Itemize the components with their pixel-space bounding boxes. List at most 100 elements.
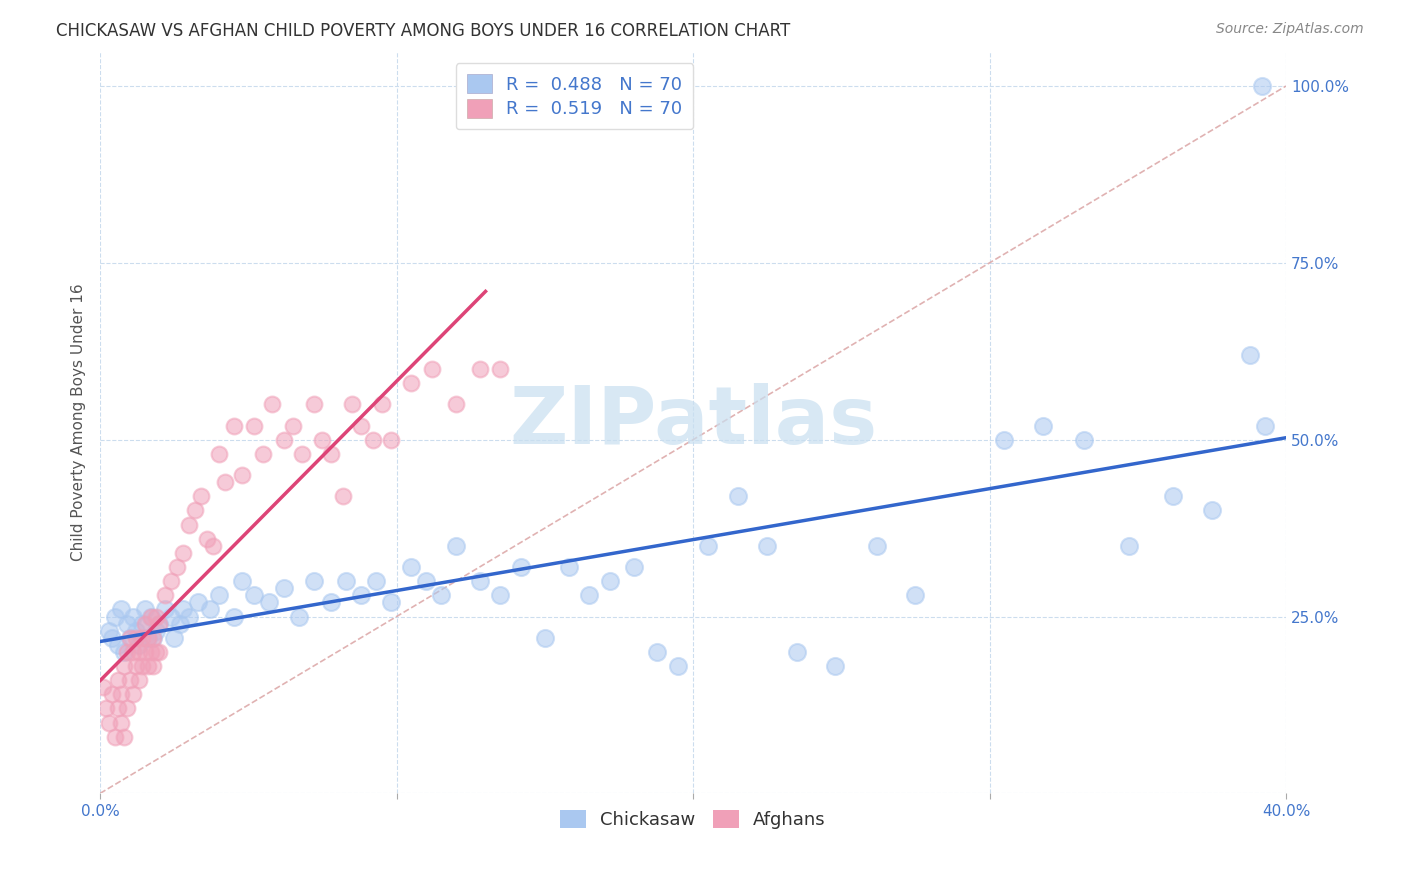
Point — [350, 588, 373, 602]
Point — [401, 560, 423, 574]
Text: CHICKASAW VS AFGHAN CHILD POVERTY AMONG BOYS UNDER 16 CORRELATION CHART: CHICKASAW VS AFGHAN CHILD POVERTY AMONG … — [56, 22, 790, 40]
Point — [139, 609, 162, 624]
Point — [115, 616, 138, 631]
Point — [155, 588, 177, 602]
Point — [222, 609, 245, 624]
Point — [786, 645, 808, 659]
Point — [243, 418, 266, 433]
Point — [214, 475, 236, 490]
Point — [169, 616, 191, 631]
Point — [184, 503, 207, 517]
Point — [160, 609, 183, 624]
Point — [252, 447, 274, 461]
Point — [139, 609, 162, 624]
Point — [190, 489, 212, 503]
Point — [148, 616, 170, 631]
Point — [273, 433, 295, 447]
Point — [533, 631, 555, 645]
Point — [243, 588, 266, 602]
Point — [993, 433, 1015, 447]
Point — [118, 631, 141, 645]
Point — [1254, 418, 1277, 433]
Text: Source: ZipAtlas.com: Source: ZipAtlas.com — [1216, 22, 1364, 37]
Point — [128, 638, 150, 652]
Point — [121, 645, 143, 659]
Point — [1161, 489, 1184, 503]
Point — [1073, 433, 1095, 447]
Point — [489, 588, 512, 602]
Point — [145, 645, 167, 659]
Point — [257, 595, 280, 609]
Point — [198, 602, 221, 616]
Point — [302, 574, 325, 589]
Point — [623, 560, 645, 574]
Point — [696, 539, 718, 553]
Point — [291, 447, 314, 461]
Point — [430, 588, 453, 602]
Point — [340, 397, 363, 411]
Point — [222, 418, 245, 433]
Point — [824, 659, 846, 673]
Point — [302, 397, 325, 411]
Point — [177, 609, 200, 624]
Point — [578, 588, 600, 602]
Point — [142, 659, 165, 673]
Point — [281, 418, 304, 433]
Point — [1251, 78, 1274, 93]
Point — [177, 517, 200, 532]
Point — [110, 687, 132, 701]
Point — [131, 659, 153, 673]
Point — [231, 468, 253, 483]
Point — [321, 447, 343, 461]
Point — [350, 418, 373, 433]
Point — [231, 574, 253, 589]
Point — [125, 624, 148, 638]
Point — [110, 715, 132, 730]
Point — [125, 631, 148, 645]
Point — [195, 532, 218, 546]
Point — [134, 602, 156, 616]
Point — [444, 539, 467, 553]
Point — [904, 588, 927, 602]
Point — [1118, 539, 1140, 553]
Point — [115, 701, 138, 715]
Point — [866, 539, 889, 553]
Point — [172, 602, 194, 616]
Legend: Chickasaw, Afghans: Chickasaw, Afghans — [553, 803, 832, 837]
Point — [208, 588, 231, 602]
Point — [415, 574, 437, 589]
Point — [142, 631, 165, 645]
Point — [91, 680, 114, 694]
Point — [121, 609, 143, 624]
Point — [112, 659, 135, 673]
Point — [273, 581, 295, 595]
Point — [136, 659, 159, 673]
Point — [145, 624, 167, 638]
Point — [380, 433, 402, 447]
Point — [104, 609, 127, 624]
Point — [112, 730, 135, 744]
Point — [361, 433, 384, 447]
Point — [444, 397, 467, 411]
Point — [666, 659, 689, 673]
Point — [335, 574, 357, 589]
Point — [107, 638, 129, 652]
Text: ZIPatlas: ZIPatlas — [509, 383, 877, 461]
Point — [118, 673, 141, 688]
Point — [287, 609, 309, 624]
Point — [128, 645, 150, 659]
Point — [172, 546, 194, 560]
Point — [145, 609, 167, 624]
Point — [131, 631, 153, 645]
Point — [139, 645, 162, 659]
Point — [489, 362, 512, 376]
Point — [468, 574, 491, 589]
Point — [134, 645, 156, 659]
Point — [107, 701, 129, 715]
Point — [332, 489, 354, 503]
Point — [98, 715, 121, 730]
Point — [166, 560, 188, 574]
Point — [107, 673, 129, 688]
Point — [142, 631, 165, 645]
Point — [311, 433, 333, 447]
